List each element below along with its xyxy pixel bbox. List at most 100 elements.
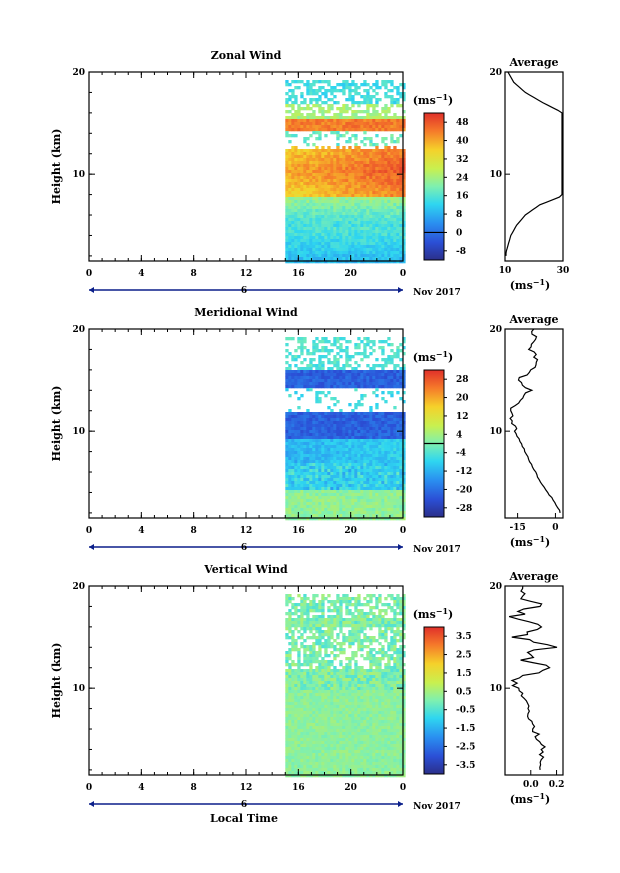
panel-2: Vertical Wind 10 20 Height (km) 0 4 8 12 16 20 0 6 N… [50, 563, 564, 825]
average-y-tick-label: 10 [489, 170, 502, 180]
x-tick-label: 12 [240, 783, 253, 793]
colorbar-tick-label: 20 [456, 394, 469, 404]
y-tick-label: 20 [72, 582, 85, 592]
average-x-tick-label: 30 [557, 266, 570, 276]
day-axis-arrow-right [398, 544, 403, 550]
colorbar-tick-label: 16 [456, 192, 469, 202]
average-unit: (ms−1) [510, 534, 551, 549]
x-tick-label: 20 [344, 526, 357, 536]
day-axis-arrow-left [89, 544, 94, 550]
x-tick-label: 0 [86, 526, 92, 536]
date-label: Nov 2017 [413, 288, 461, 298]
average-x-tick-label: 0 [552, 523, 558, 533]
y-tick-label: 10 [72, 170, 85, 180]
average-x-tick-label: 0.2 [549, 780, 565, 790]
y-axis-label: Height (km) [50, 129, 63, 205]
x-tick-label: 8 [191, 783, 197, 793]
average-x-tick-label: -15 [509, 523, 525, 533]
y-tick-label: 10 [72, 684, 85, 694]
colorbar-tick-label: -12 [456, 467, 472, 477]
colorbar-tick-label: -1.5 [456, 724, 475, 734]
x-tick-label: 20 [344, 783, 357, 793]
x-tick-label: 4 [138, 269, 144, 279]
colorbar-tick-label: 8 [456, 210, 462, 220]
day-label: 6 [241, 286, 247, 296]
x-tick-label: 16 [292, 526, 305, 536]
colorbar-tick-label: -8 [456, 247, 466, 257]
average-title: Average [508, 570, 558, 583]
colorbar [423, 626, 445, 775]
heatmap-cells [285, 337, 406, 521]
day-axis-arrow-left [89, 801, 94, 807]
average-profile-line [508, 585, 558, 770]
x-tick-label: 20 [344, 269, 357, 279]
average-frame [504, 328, 564, 519]
colorbar-tick-label: 12 [456, 412, 469, 422]
x-tick-label: 16 [292, 269, 305, 279]
y-tick-label: 10 [72, 427, 85, 437]
x-axis-label: Local Time [210, 812, 278, 825]
x-tick-label: 8 [191, 526, 197, 536]
average-profile-line [505, 71, 563, 256]
day-label: 6 [241, 543, 247, 553]
colorbar-tick-label: 40 [456, 137, 469, 147]
colorbar-tick-label: 32 [456, 155, 469, 165]
average-frame [504, 71, 564, 262]
x-tick-label: 0 [86, 783, 92, 793]
x-tick-label: 0 [86, 269, 92, 279]
y-tick-label: 20 [72, 68, 85, 78]
average-unit: (ms−1) [510, 791, 551, 806]
average-x-tick-label: 10 [499, 266, 512, 276]
x-tick-label: 4 [138, 783, 144, 793]
day-axis-arrow-right [398, 287, 403, 293]
x-tick-label: 16 [292, 783, 305, 793]
colorbar-tick-label: -0.5 [456, 706, 475, 716]
day-axis-arrow-left [89, 287, 94, 293]
colorbar-tick-label: -3.5 [456, 761, 475, 771]
day-label: 6 [241, 800, 247, 810]
x-tick-label: 12 [240, 526, 253, 536]
average-y-tick-label: 20 [489, 582, 502, 592]
colorbar-tick-label: -2.5 [456, 742, 475, 752]
colorbar-tick-label: 4 [456, 430, 462, 440]
colorbar-unit: (ms−1) [413, 92, 454, 107]
average-x-tick-label: 0.0 [523, 780, 539, 790]
average-y-tick-label: 20 [489, 68, 502, 78]
colorbar-tick-label: 24 [456, 173, 469, 183]
average-y-tick-label: 20 [489, 325, 502, 335]
average-unit: (ms−1) [510, 277, 551, 292]
heatmap-cells [285, 594, 406, 778]
colorbar-tick-label: -4 [456, 449, 466, 459]
colorbar-tick-label: -20 [456, 485, 472, 495]
x-tick-label: 0 [400, 526, 406, 536]
y-axis-label: Height (km) [50, 386, 63, 462]
colorbar-tick-label: 3.5 [456, 632, 472, 642]
y-tick-label: 20 [72, 325, 85, 335]
x-tick-label: 0 [400, 783, 406, 793]
colorbar [423, 112, 445, 261]
x-tick-label: 4 [138, 526, 144, 536]
x-tick-label: 12 [240, 269, 253, 279]
panel-title: Vertical Wind [203, 563, 288, 576]
average-title: Average [508, 56, 558, 69]
average-title: Average [508, 313, 558, 326]
average-profile-line [509, 328, 561, 514]
colorbar-tick-label: 28 [456, 375, 469, 385]
panel-1: Meridional Wind 10 20 Height (km) 0 4 8 12 16 20 0… [50, 306, 564, 555]
panel-title: Zonal Wind [211, 49, 282, 62]
average-frame [504, 585, 564, 776]
colorbar-tick-label: -28 [456, 504, 472, 514]
x-tick-label: 0 [400, 269, 406, 279]
average-y-tick-label: 10 [489, 427, 502, 437]
colorbar-tick-label: 0.5 [456, 687, 472, 697]
date-label: Nov 2017 [413, 545, 461, 555]
colorbar-unit: (ms−1) [413, 606, 454, 621]
y-axis-label: Height (km) [50, 643, 63, 719]
colorbar-tick-label: 0 [456, 228, 462, 238]
colorbar-unit: (ms−1) [413, 349, 454, 364]
colorbar-tick-label: 48 [456, 118, 469, 128]
day-axis-arrow-right [398, 801, 403, 807]
panel-title: Meridional Wind [194, 306, 298, 319]
